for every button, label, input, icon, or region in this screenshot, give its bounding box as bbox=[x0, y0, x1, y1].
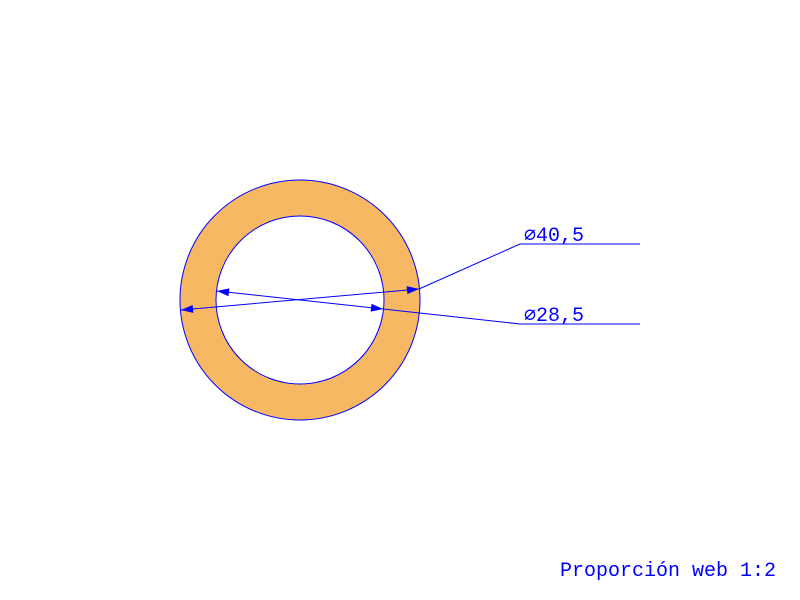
diagram-canvas: ⌀40,5 ⌀28,5 Proporción web 1:2 bbox=[0, 0, 800, 600]
outer-diameter-label: ⌀40,5 bbox=[524, 222, 584, 248]
outer-diameter-value: 40,5 bbox=[536, 225, 584, 248]
inner-diameter-label: ⌀28,5 bbox=[524, 302, 584, 328]
diameter-symbol-icon: ⌀ bbox=[524, 305, 536, 328]
scale-ratio-label: Proporción web 1:2 bbox=[560, 560, 776, 583]
technical-drawing-svg bbox=[0, 0, 800, 600]
inner-diameter-value: 28,5 bbox=[536, 305, 584, 328]
diameter-symbol-icon: ⌀ bbox=[524, 225, 536, 248]
